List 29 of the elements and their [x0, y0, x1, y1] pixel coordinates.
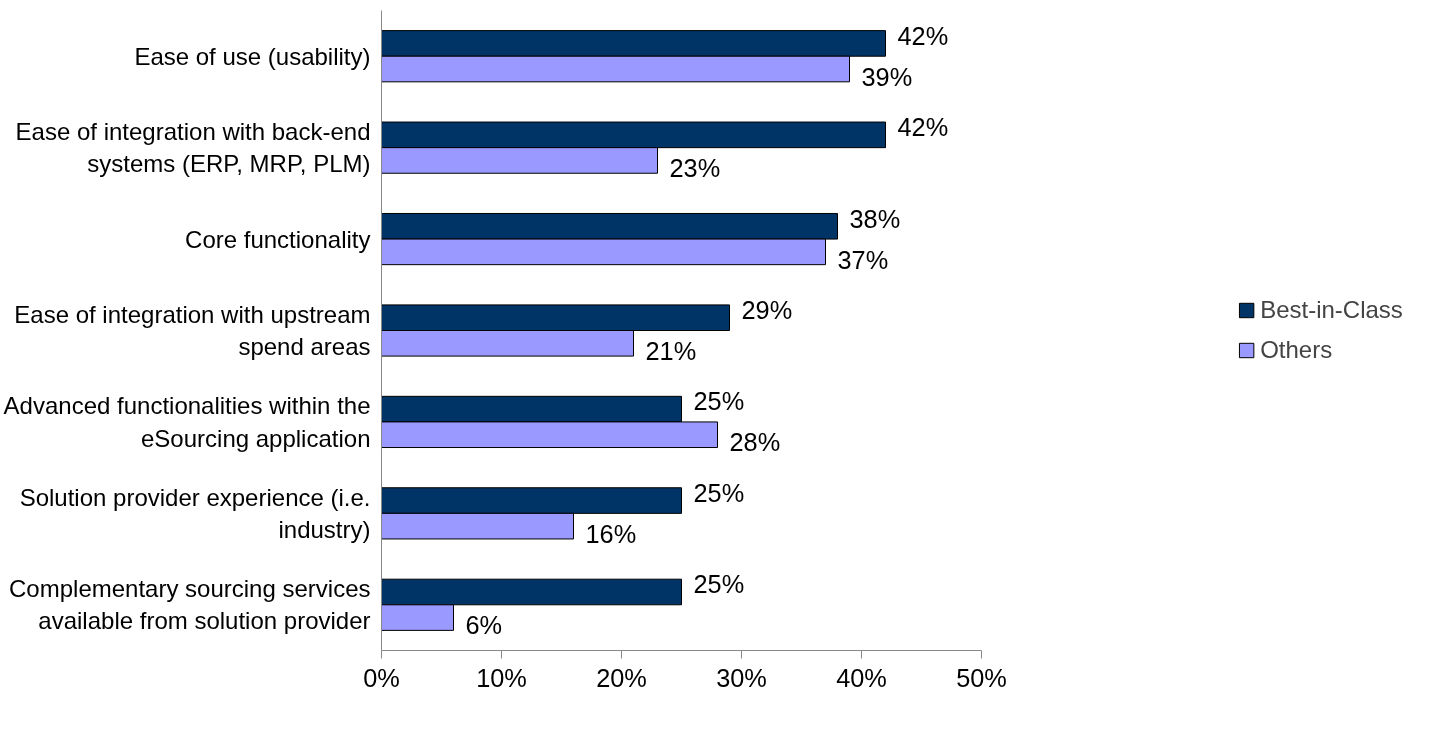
data-label: 28%	[729, 428, 781, 457]
data-label: 25%	[693, 478, 745, 507]
legend-label: Others	[1260, 336, 1333, 364]
data-label: 39%	[861, 62, 913, 91]
y-tick-label: Solution provider experience (i.e. industry)	[19, 483, 371, 544]
data-label: 42%	[897, 113, 949, 142]
x-tick-label: 0%	[363, 663, 400, 692]
data-label: 6%	[465, 611, 503, 640]
x-tick-label: 10%	[476, 663, 527, 692]
data-label: 25%	[693, 387, 745, 416]
data-label: 23%	[669, 154, 721, 183]
data-label: 37%	[837, 245, 889, 274]
data-label: 25%	[693, 570, 745, 599]
y-tick-label: Advanced functionalities within the eSourcing application	[3, 392, 371, 452]
x-tick-label: 30%	[716, 663, 767, 692]
y-tick-label: Ease of use (usability)	[134, 42, 371, 70]
data-label: 21%	[645, 336, 697, 365]
x-tick-label: 40%	[836, 663, 887, 692]
data-label: 16%	[585, 519, 637, 548]
data-label: 29%	[741, 296, 793, 325]
x-tick-label: 20%	[596, 663, 647, 692]
y-tick-label: Ease of integration with upstream spend areas	[14, 300, 371, 361]
data-label: 42%	[897, 21, 949, 50]
y-tick-label: Core functionality	[185, 225, 371, 253]
y-tick-label: Complementary sourcing services available from solution provider	[9, 575, 371, 635]
x-tick-label: 50%	[956, 663, 1007, 692]
data-label: 38%	[849, 204, 901, 233]
y-tick-label: Ease of integration with back-end systems (ERP, MRP, PLM)	[15, 117, 371, 178]
legend-label: Best-in-Class	[1260, 296, 1403, 324]
